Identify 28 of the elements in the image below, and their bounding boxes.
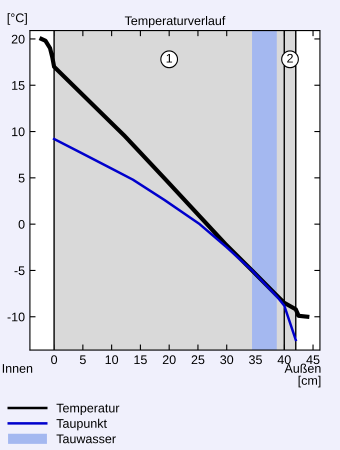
y-tick-label: 20 — [12, 34, 25, 44]
x-tick-label: 5 — [80, 355, 86, 364]
y-axis-title: [°C] — [8, 13, 27, 25]
x-tick-label: 20 — [162, 355, 176, 364]
y-tick-label: 10 — [12, 127, 25, 136]
x-tick-label: 10 — [106, 355, 118, 364]
line-series — [52, 138, 298, 342]
text: Außen — [284, 364, 320, 373]
x-axis-title: [cm] — [298, 376, 320, 388]
y-tick-label: -10 — [8, 312, 25, 322]
y-tick-label: -5 — [14, 266, 25, 276]
y-tick-label: 5 — [18, 174, 25, 182]
x-tick-label: 0 — [51, 355, 58, 364]
x-tick-label: 40 — [278, 355, 291, 364]
legend-label: Taupunkt — [56, 418, 107, 430]
annotation: 1 — [166, 54, 172, 63]
y-tick-label: 0 — [18, 220, 25, 229]
legend-label: Temperatur — [56, 404, 120, 415]
text: Innen — [2, 364, 32, 373]
annotation: 2 — [287, 54, 293, 63]
chart-title: Temperaturverlauf — [124, 16, 226, 28]
y-tick-label: 15 — [12, 81, 25, 90]
legend-label: Tauwasser — [56, 434, 116, 444]
x-tick-label: 30 — [220, 355, 234, 364]
x-tick-label: 45 — [306, 355, 320, 364]
x-tick-label: 25 — [192, 355, 204, 364]
x-tick-label: 15 — [134, 355, 147, 364]
x-tick-label: 35 — [249, 355, 262, 364]
